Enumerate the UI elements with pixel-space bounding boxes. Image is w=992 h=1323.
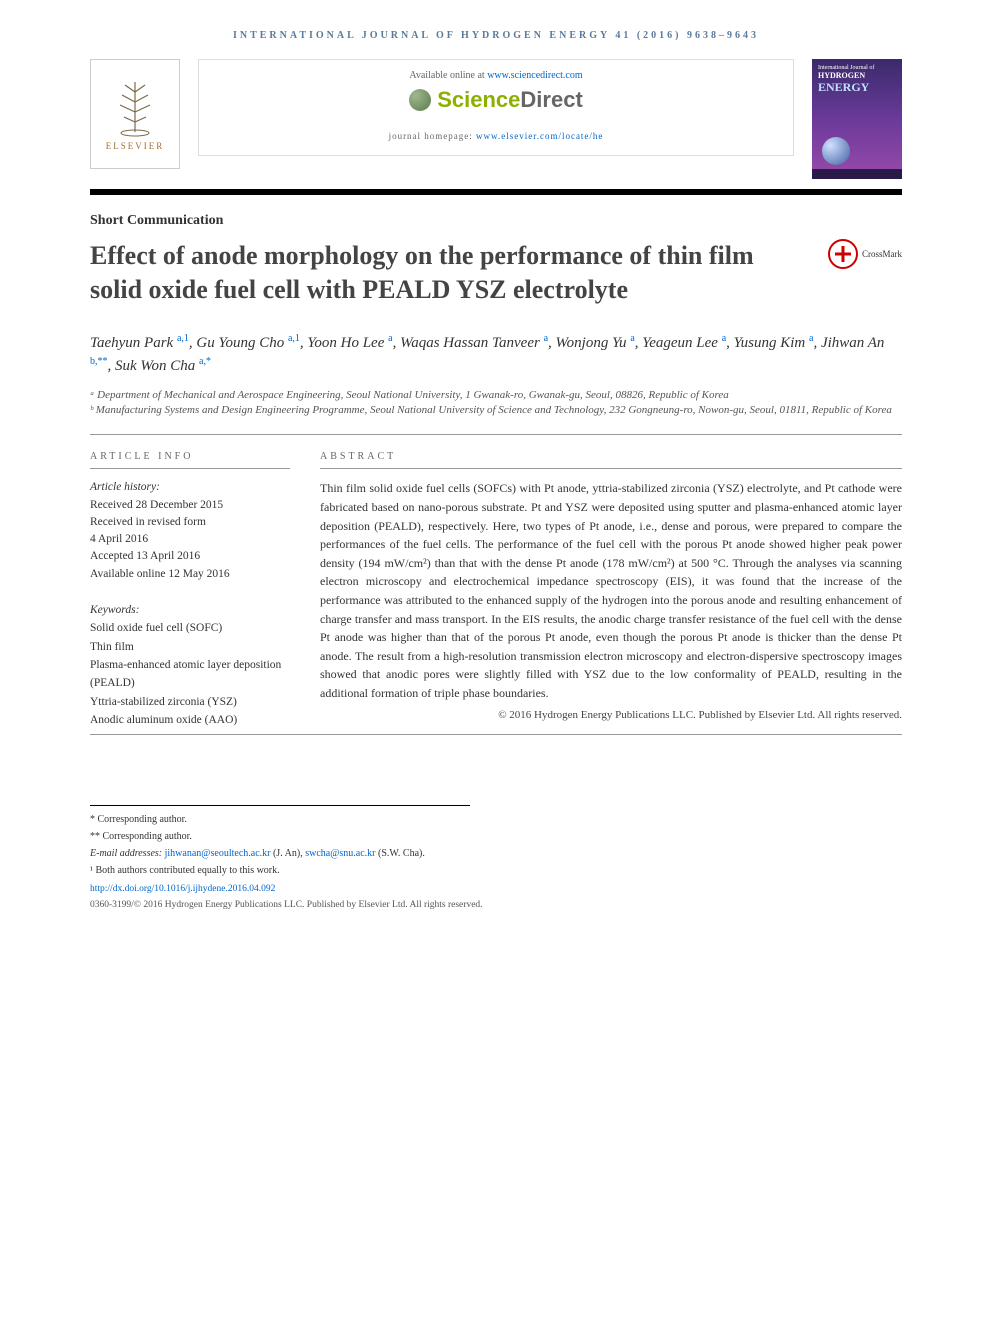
keyword-item: Yttria-stabilized zirconia (YSZ) <box>90 693 290 711</box>
keywords-label: Keywords: <box>90 601 290 619</box>
divider <box>90 734 902 735</box>
email-link-2[interactable]: swcha@snu.ac.kr <box>305 848 375 859</box>
sciencedirect-panel: Available online at www.sciencedirect.co… <box>198 59 794 156</box>
email-addresses: E-mail addresses: jihwanan@seoultech.ac.… <box>90 846 470 861</box>
history-line: Received 28 December 2015 <box>90 497 290 514</box>
corresponding-author-1: * Corresponding author. <box>90 812 470 827</box>
crossmark-label: CrossMark <box>862 249 902 259</box>
cover-energy: ENERGY <box>818 80 896 95</box>
keyword-item: Anodic aluminum oxide (AAO) <box>90 711 290 729</box>
journal-citation-header: INTERNATIONAL JOURNAL OF HYDROGEN ENERGY… <box>90 30 902 41</box>
elsevier-tree-icon <box>110 77 160 137</box>
abstract-text: Thin film solid oxide fuel cells (SOFCs)… <box>320 479 902 702</box>
journal-homepage-text: journal homepage: www.elsevier.com/locat… <box>213 131 779 141</box>
sciencedirect-ball-icon <box>409 89 431 111</box>
abstract-column: ABSTRACT Thin film solid oxide fuel cell… <box>320 451 902 729</box>
article-info-column: ARTICLE INFO Article history: Received 2… <box>90 451 290 729</box>
doi-line: http://dx.doi.org/10.1016/j.ijhydene.201… <box>90 884 902 894</box>
history-line: Available online 12 May 2016 <box>90 566 290 583</box>
crossmark-badge[interactable]: CrossMark <box>828 239 902 269</box>
sciencedirect-logo[interactable]: ScienceDirect <box>213 87 779 113</box>
keyword-item: Solid oxide fuel cell (SOFC) <box>90 619 290 637</box>
separator-bar <box>90 189 902 195</box>
doi-link[interactable]: http://dx.doi.org/10.1016/j.ijhydene.201… <box>90 884 275 894</box>
cover-hydrogen: HYDROGEN <box>818 71 896 80</box>
divider <box>90 434 902 435</box>
article-type: Short Communication <box>90 213 902 229</box>
sciencedirect-wordmark: ScienceDirect <box>437 87 583 113</box>
affiliation-line: ᵇ Manufacturing Systems and Design Engin… <box>90 403 902 418</box>
cover-orb-graphic <box>822 137 850 165</box>
abstract-heading: ABSTRACT <box>320 451 902 469</box>
available-online-text: Available online at www.sciencedirect.co… <box>213 70 779 81</box>
author-list: Taehyun Park a,1, Gu Young Cho a,1, Yoon… <box>90 331 902 378</box>
homepage-prefix: journal homepage: <box>389 131 476 141</box>
keyword-item: Plasma-enhanced atomic layer deposition … <box>90 656 290 693</box>
history-line: 4 April 2016 <box>90 531 290 548</box>
info-abstract-row: ARTICLE INFO Article history: Received 2… <box>90 451 902 729</box>
equal-contribution-note: ¹ Both authors contributed equally to th… <box>90 863 470 878</box>
footnotes: * Corresponding author. ** Corresponding… <box>90 805 470 878</box>
abstract-copyright: © 2016 Hydrogen Energy Publications LLC.… <box>320 709 902 721</box>
corresponding-author-2: ** Corresponding author. <box>90 829 470 844</box>
article-title: Effect of anode morphology on the perfor… <box>90 239 808 307</box>
affiliations: ᵃ Department of Mechanical and Aerospace… <box>90 388 902 419</box>
keywords: Keywords: Solid oxide fuel cell (SOFC)Th… <box>90 601 290 730</box>
elsevier-brand-text: ELSEVIER <box>106 141 165 151</box>
issn-copyright-line: 0360-3199/© 2016 Hydrogen Energy Publica… <box>90 900 902 910</box>
journal-homepage-link[interactable]: www.elsevier.com/locate/he <box>476 131 603 141</box>
history-line: Received in revised form <box>90 514 290 531</box>
article-info-heading: ARTICLE INFO <box>90 451 290 469</box>
affiliation-line: ᵃ Department of Mechanical and Aerospace… <box>90 388 902 403</box>
available-prefix: Available online at <box>409 70 487 81</box>
article-history: Article history: Received 28 December 20… <box>90 479 290 583</box>
history-label: Article history: <box>90 479 290 496</box>
elsevier-logo[interactable]: ELSEVIER <box>90 59 180 169</box>
history-line: Accepted 13 April 2016 <box>90 548 290 565</box>
masthead-row: ELSEVIER Available online at www.science… <box>90 59 902 179</box>
crossmark-icon <box>828 239 858 269</box>
sciencedirect-link[interactable]: www.sciencedirect.com <box>487 70 582 81</box>
keyword-item: Thin film <box>90 638 290 656</box>
journal-cover-thumbnail[interactable]: International Journal of HYDROGEN ENERGY <box>812 59 902 179</box>
cover-bottom-bar <box>812 169 902 179</box>
email-link-1[interactable]: jihwanan@seoultech.ac.kr <box>165 848 271 859</box>
title-row: Effect of anode morphology on the perfor… <box>90 239 902 307</box>
